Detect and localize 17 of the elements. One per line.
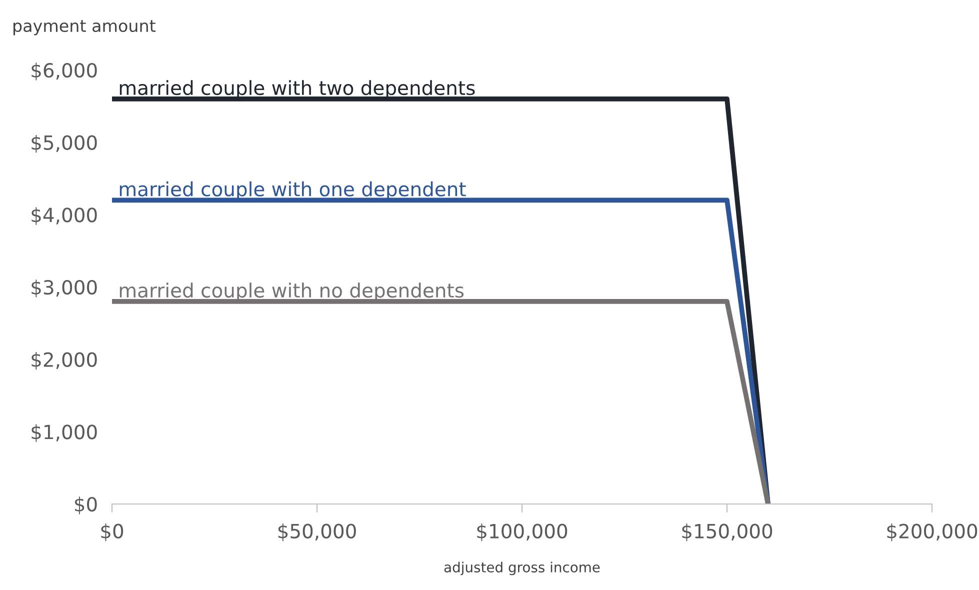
y-axis-title: payment amount <box>14 20 156 36</box>
y-tick-label: $2,000 <box>32 352 97 370</box>
y-tick-label: $0 <box>74 496 97 514</box>
x-axis-title: adjusted gross income <box>444 562 600 576</box>
y-tick-label: $3,000 <box>32 280 97 298</box>
y-tick-label: $5,000 <box>32 134 97 153</box>
series-label: married couple with one dependent <box>120 181 466 200</box>
y-tick-label: $4,000 <box>32 207 97 225</box>
y-tick-label: $6,000 <box>32 62 97 80</box>
x-tick-label: $150,000 <box>682 523 772 542</box>
x-tick-label: $100,000 <box>477 523 568 542</box>
x-tick-label: $50,000 <box>278 523 356 542</box>
x-tick-label: $0 <box>101 523 124 542</box>
series-label: married couple with two dependents <box>120 80 475 99</box>
series-label: married couple with no dependents <box>120 282 464 302</box>
y-tick-label: $1,000 <box>32 424 97 442</box>
x-tick-label: $200,000 <box>887 523 978 542</box>
